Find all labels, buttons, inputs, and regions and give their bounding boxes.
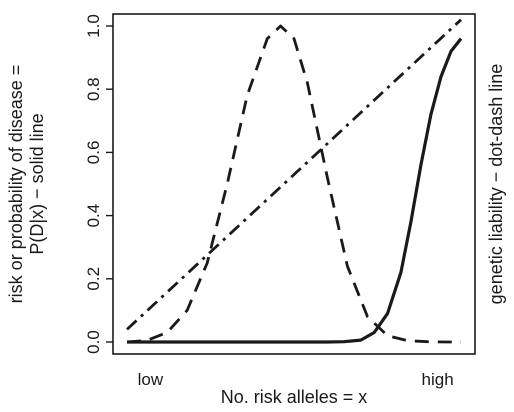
x-tick-label: high: [422, 370, 454, 389]
y-axis-title-right: genetic liability − dot-dash line: [486, 64, 506, 305]
x-tick-label: low: [138, 370, 164, 389]
y-tick-label: 0.6: [84, 141, 103, 165]
dot-dash-line-liability: [126, 18, 462, 331]
solid-line-risk: [127, 37, 463, 344]
y-tick-label: 0.4: [84, 204, 103, 228]
y-axis-title-left: risk or probability of disease = P(D|x) …: [6, 65, 47, 304]
series-layer: [126, 18, 463, 344]
y-tick-label: 0.2: [84, 267, 103, 291]
y-axis-title-left-line-2: P(D|x) − solid line: [27, 113, 47, 254]
x-axis-title: No. risk alleles = x: [221, 387, 368, 407]
y-axis-title-left-line-1: risk or probability of disease =: [6, 65, 26, 304]
y-tick-label: 1.0: [84, 14, 103, 38]
y-tick-label: 0.0: [84, 330, 103, 354]
y-tick-label: 0.8: [84, 77, 103, 101]
dashed-line: [126, 24, 461, 344]
x-axis: low high: [138, 370, 454, 389]
plot-frame: [112, 13, 476, 355]
y-axis: 0.0 0.2 0.4 0.6 0.8 1.0: [84, 14, 113, 354]
